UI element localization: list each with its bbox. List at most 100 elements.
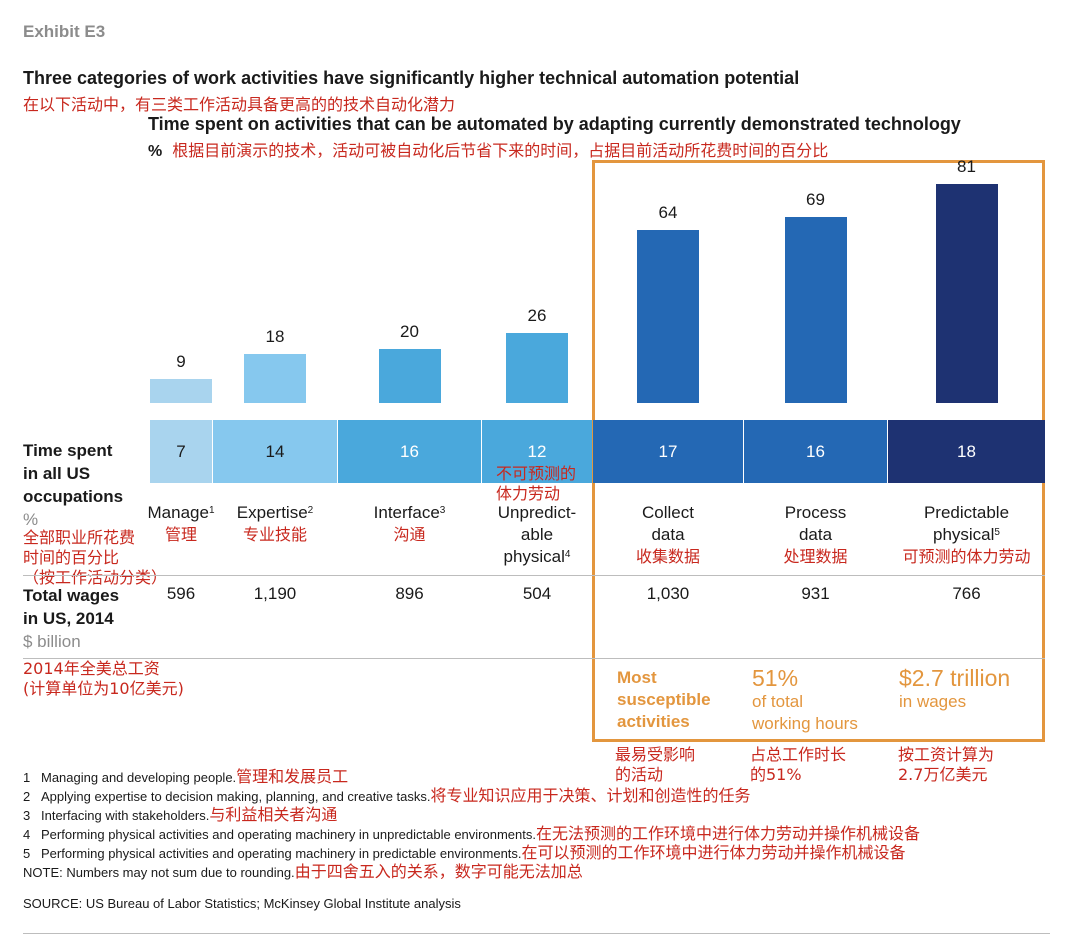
footnote-number: 1 bbox=[23, 770, 31, 785]
chart-title-cn: 在以下活动中，有三类工作活动具备更高的的技术自动化潜力 bbox=[23, 95, 456, 114]
category-label-text: data bbox=[798, 525, 833, 544]
category-label: Unpredict-able physical4 bbox=[467, 502, 607, 568]
total-wage-value: 1,030 bbox=[646, 584, 690, 603]
category-label-cn: 处理数据 bbox=[783, 547, 848, 566]
bar-value-label: 64 bbox=[658, 203, 678, 222]
category-label-text: able bbox=[520, 525, 554, 544]
bar bbox=[244, 354, 306, 403]
footnote-number: 2 bbox=[23, 789, 31, 804]
category-label-line: Manage1 bbox=[111, 502, 251, 524]
total-wages-label: Total wages in US, 2014 $ billion bbox=[23, 586, 120, 651]
source-note: SOURCE: US Bureau of Labor Statistics; M… bbox=[23, 896, 461, 911]
category-label-line: data bbox=[746, 524, 886, 546]
category-label-line: physical4 bbox=[467, 546, 607, 568]
category-label-line: Collect bbox=[598, 502, 738, 524]
unpredictable-cn-line: 不可预测的 bbox=[496, 464, 577, 483]
rounding-note-cn: 由于四舍五入的关系，数字可能无法加总 bbox=[294, 862, 583, 881]
category-label-cn: 专业技能 bbox=[242, 525, 307, 544]
exhibit-label: Exhibit E3 bbox=[23, 22, 106, 41]
footnote-text: Applying expertise to decision making, p… bbox=[41, 789, 431, 804]
footnote-cn: 与利益相关者沟通 bbox=[209, 805, 338, 824]
category-label-cn: 管理 bbox=[164, 525, 197, 544]
time-spent-label: Time spent in all US occupations % bbox=[23, 441, 124, 529]
bar bbox=[378, 349, 441, 403]
chart-unit: % 根据目前演示的技术，活动可被自动化后节省下来的时间，占据目前活动所花费时间的百… bbox=[148, 137, 828, 161]
category-label: Predictable physical5 可预测的体力劳动 bbox=[897, 502, 1037, 568]
bar bbox=[637, 230, 699, 403]
time-spent-cell: 14 bbox=[213, 420, 337, 483]
footnote-marker: 3 bbox=[439, 505, 446, 516]
unpredictable-physical-cn: 不可预测的 体力劳动 bbox=[496, 464, 576, 504]
time-spent-cell: 12 bbox=[482, 420, 592, 483]
category-label-text: Predictable bbox=[923, 503, 1010, 522]
footnote-cn: 在可以预测的工作环境中进行体力劳动并操作机械设备 bbox=[521, 843, 906, 862]
total-wages-unit: $ billion bbox=[23, 632, 81, 651]
category-label-line: data bbox=[598, 524, 738, 546]
category-label-text: Manage bbox=[147, 503, 209, 522]
time-spent-cell: 16 bbox=[338, 420, 481, 483]
footnote-marker: 4 bbox=[564, 549, 571, 560]
category-label-text: Process bbox=[784, 503, 847, 522]
highlight-3-cn: 按工资计算为 2.7万亿美元 bbox=[898, 745, 995, 784]
chart-title: Three categories of work activities have… bbox=[23, 68, 800, 88]
category-label-line: Process bbox=[746, 502, 886, 524]
category-label-line: physical5 bbox=[897, 524, 1037, 546]
time-spent-cell: 7 bbox=[150, 420, 212, 483]
category-label-cn: 沟通 bbox=[393, 525, 426, 544]
footnote-number: 4 bbox=[23, 827, 31, 842]
footnote: 4 Performing physical activities and oper… bbox=[23, 825, 920, 844]
footnote: 3 Interfacing with stakeholders.与利益相关者沟通 bbox=[23, 806, 920, 825]
footnote-marker: 1 bbox=[208, 505, 215, 516]
category-label: Expertise2 专业技能 bbox=[220, 502, 330, 546]
footnote-text: Performing physical activities and opera… bbox=[41, 827, 536, 842]
category-label-text: Collect bbox=[642, 503, 694, 522]
total-wage-value: 504 bbox=[522, 584, 552, 603]
rounding-note: NOTE: Numbers may not sum due to roundin… bbox=[23, 863, 920, 882]
footnotes: 1 Managing and developing people.管理和发展员工 2… bbox=[23, 768, 920, 882]
footnote: 1 Managing and developing people.管理和发展员工 bbox=[23, 768, 920, 787]
footnote: 5 Performing physical activities and oper… bbox=[23, 844, 920, 863]
category-label-line: Unpredict- bbox=[467, 502, 607, 524]
highlight-most-susceptible: Most susceptible activities bbox=[617, 668, 711, 731]
category-label-text: Interface bbox=[373, 503, 440, 522]
divider-2 bbox=[23, 658, 1045, 659]
time-spent-cell: 16 bbox=[744, 420, 887, 483]
bar bbox=[935, 184, 998, 403]
highlight-wages: $2.7 trillion in wages bbox=[899, 665, 1011, 711]
category-label-line: Interface3 bbox=[340, 502, 480, 524]
bar-value-label: 26 bbox=[527, 306, 547, 325]
category-label-text: physical bbox=[933, 525, 995, 544]
category-label: Interface3 沟通 bbox=[340, 502, 480, 546]
rounding-note-text: NOTE: Numbers may not sum due to roundin… bbox=[23, 865, 295, 880]
highlight-2-cn: 占总工作时长 的51% bbox=[750, 745, 847, 784]
unpredictable-cn-line: 体力劳动 bbox=[496, 484, 561, 503]
category-label-text: Expertise bbox=[236, 503, 308, 522]
bar bbox=[784, 217, 847, 403]
category-label-cn: 收集数据 bbox=[635, 547, 700, 566]
bar-value-label: 9 bbox=[176, 352, 186, 371]
total-wage-value: 596 bbox=[166, 584, 196, 603]
time-spent-cell: 18 bbox=[888, 420, 1045, 483]
total-wages-label-cn: 2014年全美总工资 (计算单位为10亿美元) bbox=[23, 659, 184, 698]
category-label-text: data bbox=[651, 525, 685, 544]
footer-divider bbox=[23, 933, 1050, 934]
unit-cn: 根据目前演示的技术，活动可被自动化后节省下来的时间，占据目前活动所花费时间的百分… bbox=[172, 141, 829, 160]
bar bbox=[150, 379, 212, 403]
bar-value-label: 81 bbox=[957, 157, 976, 176]
category-label-line: able bbox=[467, 524, 607, 546]
bar-value-label: 69 bbox=[806, 190, 825, 209]
highlight-working-hours: 51% of total working hours bbox=[752, 665, 858, 733]
bar bbox=[506, 333, 568, 403]
total-wage-value: 896 bbox=[395, 584, 424, 603]
footnote: 2 Applying expertise to decision making, … bbox=[23, 787, 920, 806]
footnote-text: Interfacing with stakeholders. bbox=[41, 808, 210, 823]
category-label-text: physical bbox=[503, 547, 565, 566]
total-wage-value: 766 bbox=[952, 584, 981, 603]
chart-subtitle: Time spent on activities that can be aut… bbox=[148, 114, 961, 134]
time-spent-cell: 17 bbox=[593, 420, 743, 483]
footnote-text: Performing physical activities and opera… bbox=[41, 846, 522, 861]
footnote-number: 3 bbox=[23, 808, 31, 823]
time-spent-unit: % bbox=[23, 510, 39, 529]
category-label: Process data 处理数据 bbox=[746, 502, 886, 568]
footnote-number: 5 bbox=[23, 846, 31, 861]
